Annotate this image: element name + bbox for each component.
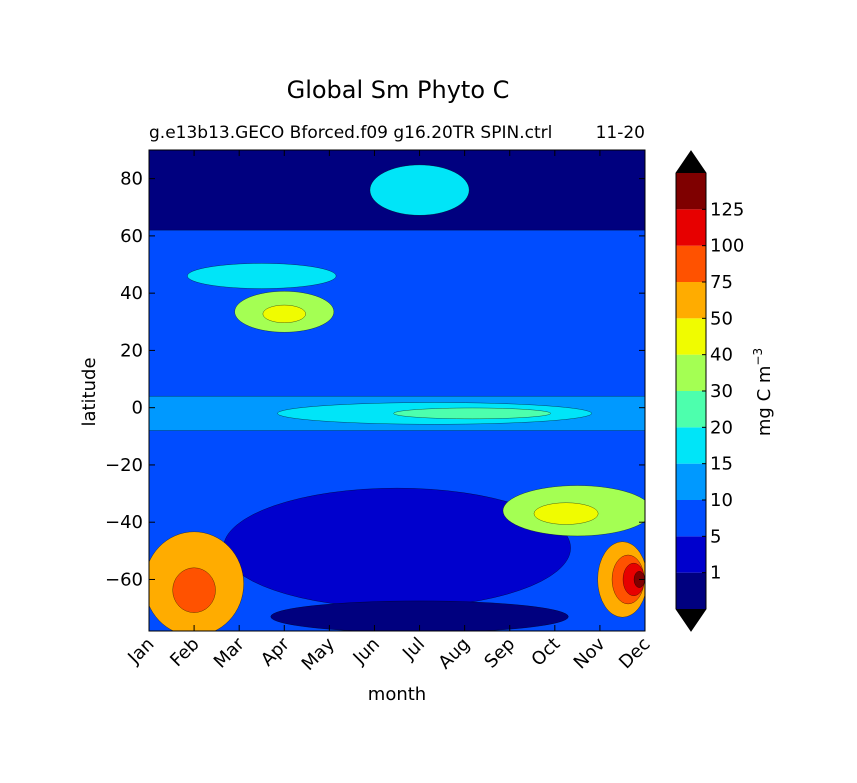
colorbar-tick-label: 40	[710, 345, 733, 366]
y-tick-label: 20	[120, 340, 143, 361]
x-tick-label: Apr	[257, 633, 294, 670]
colorbar-tick-label: 10	[710, 490, 733, 511]
contour-southern-summer-bloom-late	[597, 541, 645, 618]
x-tick-label: Feb	[166, 634, 203, 671]
colorbar-tick-label: 30	[710, 381, 733, 402]
colorbar-swatch	[676, 173, 706, 210]
contour-antarctic-winter-low	[270, 600, 569, 631]
y-axis: 80 60 40 20 0 −20 −40 −60	[105, 169, 645, 590]
colorbar-label-exponent: −3	[751, 348, 765, 366]
x-tick-label: Oct	[527, 634, 564, 671]
colorbar-swatch	[676, 209, 706, 246]
colorbar-tick-label: 1	[710, 563, 721, 584]
colorbar-tick-label: 15	[710, 454, 733, 475]
y-tick-label: −40	[105, 512, 143, 533]
x-tick-label: Aug	[434, 634, 474, 674]
colorbar-swatch	[676, 391, 706, 428]
x-tick-label: Jan	[123, 634, 158, 669]
contour-southern-summer-bloom-early	[149, 531, 244, 631]
contour-arctic-summer-bloom	[369, 164, 470, 216]
x-tick-label: Jun	[349, 634, 384, 669]
chart-subtitle: g.e13b13.GECO Bforced.f09 g16.20TR SPIN.…	[149, 123, 552, 143]
x-axis-label: month	[368, 684, 426, 705]
y-tick-label: 60	[120, 226, 143, 247]
x-tick-label: May	[298, 633, 339, 674]
chart-subtitle-right: 11-20	[596, 123, 645, 143]
colorbar-tick-label: 5	[710, 526, 721, 547]
y-tick-label: 40	[120, 283, 143, 304]
colorbar-swatch	[676, 318, 706, 355]
y-tick-label: 80	[120, 169, 143, 190]
colorbar-swatch	[676, 572, 706, 609]
contour-equatorial-band	[149, 395, 645, 431]
y-tick-label: −20	[105, 455, 143, 476]
colorbar-tick-label: 75	[710, 272, 733, 293]
plot-area	[149, 150, 645, 631]
plot-frame	[148, 149, 646, 632]
colorbar-extend-min	[676, 609, 706, 631]
colorbar-swatch	[676, 463, 706, 500]
x-tick-label: Nov	[570, 633, 610, 673]
colorbar-swatch	[676, 354, 706, 391]
y-axis-label: latitude	[79, 357, 100, 426]
colorbar-swatch	[676, 282, 706, 319]
y-tick-label: 0	[132, 398, 143, 419]
colorbar-label-text: mg C m	[754, 366, 775, 437]
colorbar-label: mg C m−3	[751, 348, 775, 436]
x-tick-label: Dec	[615, 634, 654, 673]
contour-southern-mid-lat-bloom	[502, 485, 645, 537]
x-tick-label: Jul	[398, 634, 429, 665]
chart-title: Global Sm Phyto C	[287, 76, 510, 104]
colorbar-swatch	[676, 245, 706, 282]
y-tick-label: −60	[105, 569, 143, 590]
colorbar-swatch	[676, 500, 706, 537]
colorbar-outline	[675, 150, 707, 632]
contour-north-atlantic-spring-bloom	[234, 291, 335, 333]
contour-north-band-45	[187, 263, 337, 289]
colorbar-tick-label: 50	[710, 308, 733, 329]
colorbar-tick-label: 100	[710, 236, 744, 257]
colorbar-swatch	[676, 427, 706, 464]
colorbar-tick-label: 20	[710, 417, 733, 438]
x-tick-label: Sep	[480, 634, 519, 673]
colorbar-tick-label: 125	[710, 199, 744, 220]
colorbar-swatch	[676, 536, 706, 573]
colorbar-extend-max	[676, 151, 706, 173]
x-tick-label: Mar	[210, 633, 249, 672]
